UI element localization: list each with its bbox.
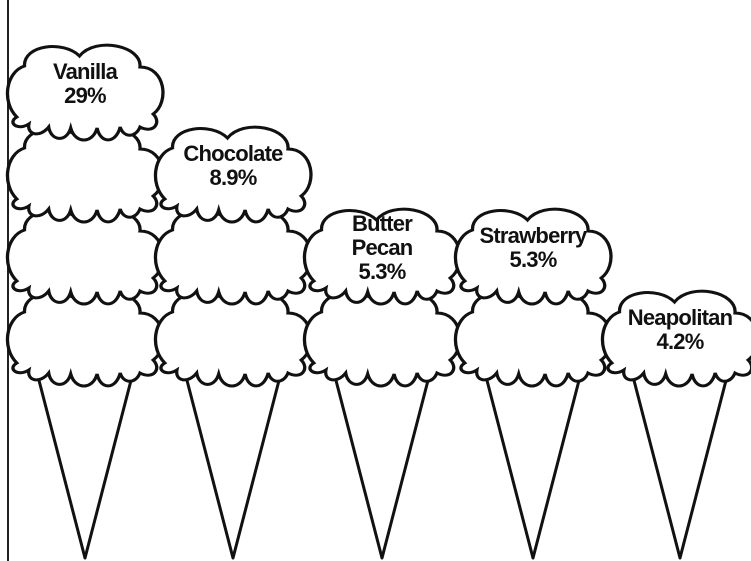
cone-group	[7, 45, 163, 558]
flavor-name: Strawberry	[480, 224, 587, 248]
value-label: 4.2%	[657, 329, 704, 354]
value-label: 5.3%	[359, 259, 406, 284]
flavor-name: Butter Pecan	[352, 212, 413, 260]
flavor-name: Chocolate	[183, 142, 282, 166]
cone	[332, 365, 432, 558]
chart: Vanilla29%Chocolate8.9%Butter Pecan5.3%S…	[0, 0, 751, 561]
cone	[630, 365, 730, 558]
value-label: 5.3%	[510, 247, 557, 272]
cone	[483, 365, 583, 558]
cone-group	[155, 127, 311, 558]
cone	[183, 365, 283, 558]
value-label: 8.9%	[210, 165, 257, 190]
flavor-name: Neapolitan	[628, 306, 732, 330]
cone	[35, 365, 135, 558]
value-label: 29%	[64, 83, 106, 108]
flavor-name: Vanilla	[53, 60, 117, 84]
